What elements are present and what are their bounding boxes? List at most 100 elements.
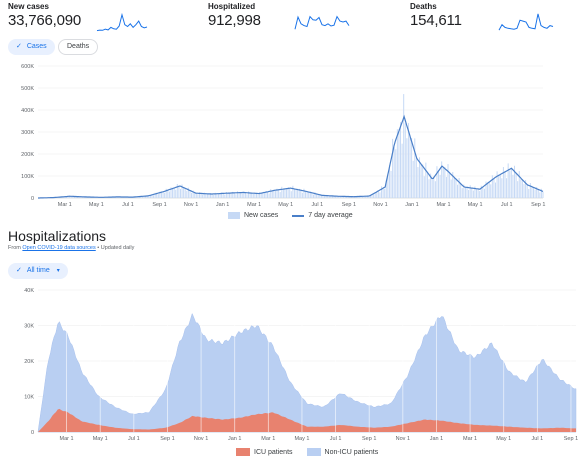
new-cases-bar	[157, 194, 159, 198]
new-cases-bar	[474, 186, 476, 198]
new-cases-bar	[178, 186, 180, 198]
new-cases-bar	[240, 192, 242, 198]
new-cases-bar	[531, 187, 533, 198]
x-tick-label: Mar 1	[247, 202, 261, 208]
new-cases-bar	[488, 181, 490, 198]
new-cases-bar	[181, 184, 183, 198]
new-cases-bar	[449, 173, 451, 198]
x-tick-label: Nov 1	[373, 202, 387, 208]
new-cases-bar	[393, 147, 395, 198]
new-cases-bar	[362, 196, 364, 198]
new-cases-bar	[333, 195, 335, 198]
new-cases-bar	[388, 165, 390, 198]
new-cases-bar	[67, 196, 69, 198]
new-cases-bar	[419, 157, 421, 198]
new-cases-bar	[529, 182, 531, 198]
new-cases-bar	[236, 191, 238, 198]
new-cases-bar	[491, 175, 493, 198]
cases-legend: New cases 7 day average	[228, 212, 353, 219]
new-cases-bar	[154, 192, 156, 198]
cases-chip[interactable]: ✓ Cases	[8, 39, 55, 55]
new-cases-bar	[485, 181, 487, 198]
new-cases-bar	[198, 192, 200, 198]
new-cases-bar	[483, 188, 485, 198]
new-cases-bar	[365, 196, 367, 198]
new-cases-bar	[471, 188, 473, 198]
new-cases-bar	[281, 186, 283, 198]
stat-label: New cases	[8, 2, 49, 11]
new-cases-bar	[534, 189, 536, 198]
legend-label-7-day-average: 7 day average	[308, 212, 353, 219]
new-cases-bar	[379, 192, 381, 198]
hospitalizations-title: Hospitalizations	[8, 228, 107, 244]
stat-hospitalized[interactable]: Hospitalized 912,998	[208, 0, 398, 40]
new-cases-bar	[466, 186, 468, 198]
stat-label: Hospitalized	[208, 2, 256, 11]
sparkline-path	[96, 12, 148, 32]
source-prefix: From	[8, 245, 23, 251]
new-cases-bar	[151, 194, 153, 198]
new-cases-bar	[233, 192, 235, 198]
new-cases-bar	[162, 191, 164, 198]
stat-deaths[interactable]: Deaths 154,611	[410, 0, 580, 40]
new-cases-bar	[496, 171, 498, 198]
new-cases-bar	[255, 193, 257, 198]
stat-new-cases[interactable]: New cases 33,766,090	[8, 0, 198, 40]
new-cases-bar	[75, 196, 77, 198]
new-cases-bar	[197, 194, 199, 198]
new-cases-bar	[260, 193, 262, 198]
new-cases-bar	[373, 194, 375, 198]
new-cases-bar	[284, 189, 286, 198]
sparkline-path	[294, 15, 350, 30]
new-cases-bar	[200, 193, 202, 198]
new-cases-bar	[336, 195, 338, 198]
new-cases-bar	[357, 196, 359, 198]
new-cases-bar	[287, 187, 289, 198]
stat-value: 33,766,090	[8, 12, 82, 29]
y-tick-label: 300K	[21, 130, 34, 136]
chip-label: Cases	[26, 43, 47, 50]
new-cases-bar	[149, 195, 151, 198]
x-tick-label: May 1	[89, 202, 104, 208]
series-area-non-icu-patients	[37, 312, 577, 433]
new-cases-bar	[346, 196, 348, 198]
new-cases-bar	[381, 186, 383, 198]
stat-label: Deaths	[410, 2, 437, 11]
x-tick-label: May 1	[93, 436, 108, 442]
new-cases-bar	[338, 196, 340, 198]
new-cases-bar	[525, 180, 527, 198]
new-cases-bar	[298, 188, 300, 198]
new-cases-bar	[183, 187, 185, 198]
new-cases-bar	[343, 196, 345, 198]
new-cases-bar	[251, 193, 253, 198]
new-cases-bar	[257, 194, 259, 198]
new-cases-bar	[316, 194, 318, 198]
deaths-chip[interactable]: Deaths	[58, 39, 99, 55]
source-link[interactable]: Open COVID-19 data sources	[22, 245, 96, 251]
caret-down-icon: ▾	[56, 268, 60, 274]
new-cases-bar	[232, 191, 234, 198]
new-cases-bar	[442, 167, 444, 198]
new-cases-bar	[286, 189, 288, 198]
new-cases-bar	[254, 192, 256, 198]
new-cases-bar	[292, 185, 294, 198]
x-tick-label: May 1	[496, 436, 511, 442]
x-tick-label: Jul 1	[501, 202, 513, 208]
new-cases-bar	[330, 195, 332, 198]
new-cases-bar	[252, 193, 254, 198]
new-cases-bar	[229, 193, 231, 198]
new-cases-bar	[175, 189, 177, 198]
new-cases-bar	[434, 181, 436, 198]
new-cases-bar	[406, 138, 408, 198]
new-cases-bar	[509, 170, 511, 198]
y-tick-label: 30K	[24, 324, 34, 330]
new-cases-bar	[411, 137, 413, 198]
new-cases-bar	[143, 195, 145, 198]
y-tick-label: 400K	[21, 108, 34, 114]
new-cases-bar	[145, 196, 147, 198]
all-time-dropdown[interactable]: ✓ All time ▾	[8, 263, 68, 279]
new-cases-bar	[412, 160, 414, 198]
new-cases-bar	[512, 174, 514, 198]
new-cases-bar	[278, 189, 280, 198]
new-cases-bar	[267, 191, 269, 198]
